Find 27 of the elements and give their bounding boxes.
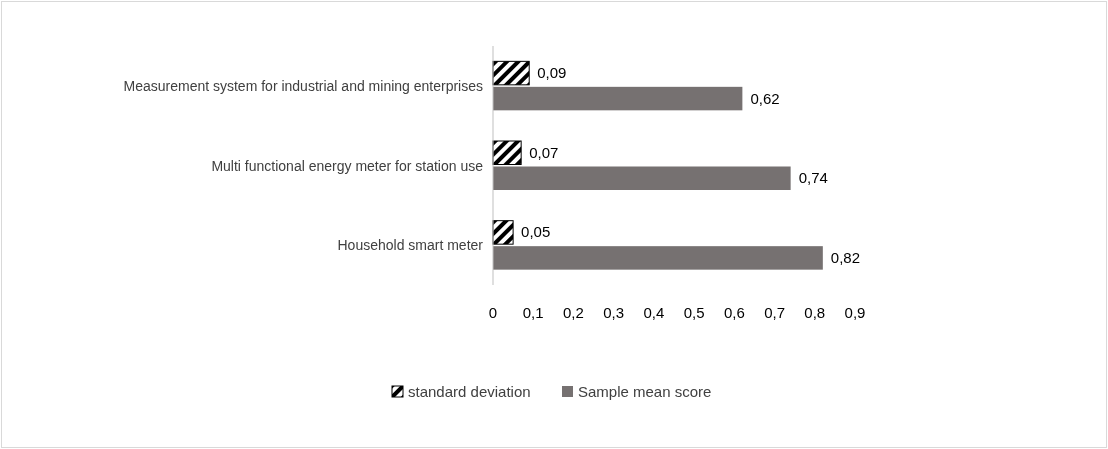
x-tick-label: 0,3 bbox=[603, 304, 625, 321]
data-label: 0,09 bbox=[537, 64, 567, 82]
x-tick-label: 0,1 bbox=[522, 304, 544, 321]
x-tick-label: 0,2 bbox=[563, 304, 584, 321]
data-label: 0,82 bbox=[830, 248, 861, 266]
data-label: 0,07 bbox=[529, 143, 559, 161]
bar bbox=[493, 86, 743, 111]
x-tick-label: 0,6 bbox=[723, 304, 745, 321]
data-label: 0,05 bbox=[521, 223, 551, 241]
x-tick-label: 0,9 bbox=[844, 304, 866, 321]
x-tick-label: 0 bbox=[488, 304, 498, 321]
data-label: 0,62 bbox=[750, 89, 780, 107]
x-tick-label: 0,4 bbox=[643, 304, 665, 321]
data-label: 0,74 bbox=[798, 169, 828, 187]
x-tick-label: 0,7 bbox=[764, 304, 785, 321]
legend-label: Sample mean score bbox=[578, 383, 712, 400]
bar bbox=[492, 220, 514, 245]
y-tick-label: Household smart meter bbox=[337, 237, 484, 254]
y-tick-label: Measurement system for industrial and mining enterprises bbox=[123, 77, 483, 94]
bar bbox=[492, 60, 530, 86]
y-tick-label: Multi functional energy meter for station use bbox=[211, 157, 484, 174]
bar bbox=[492, 140, 522, 165]
bar bbox=[493, 166, 791, 190]
x-tick-label: 0,8 bbox=[804, 304, 826, 321]
bar bbox=[493, 246, 823, 270]
x-tick-label: 0,5 bbox=[683, 304, 705, 321]
legend-label: standard deviation bbox=[408, 383, 531, 400]
